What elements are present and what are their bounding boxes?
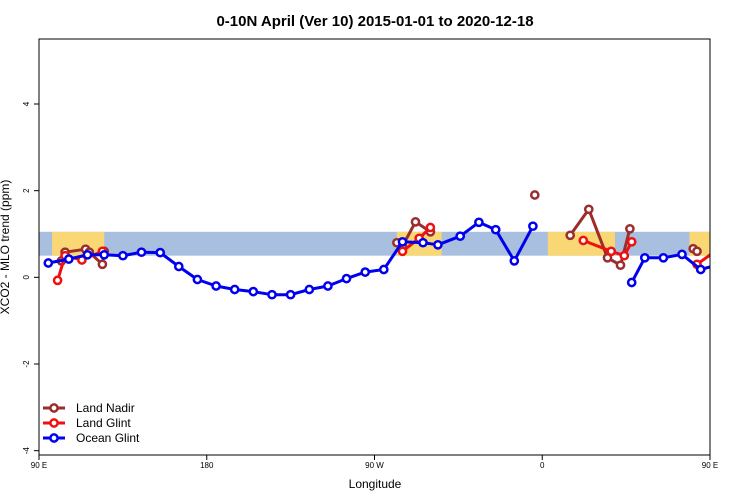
data-point [474,217,484,228]
x-tick-label: 90 E [702,461,718,470]
data-point [433,239,443,250]
x-tick-label: 180 [200,461,214,470]
legend-marker [49,403,59,413]
data-point [734,256,741,263]
data-point [583,204,594,215]
x-axis-label: Longitude [349,477,402,491]
series-ocean-glint [43,217,741,300]
data-point [136,247,147,258]
data-point [248,286,259,297]
data-point [397,236,408,247]
data-point [97,259,108,270]
legend-label: Ocean Glint [76,431,140,445]
y-axis-label: XCO2 - MLO trend (ppm) [0,180,12,315]
chart-title: 0-10N April (Ver 10) 2015-01-01 to 2020-… [216,13,533,30]
data-point [418,237,428,248]
legend-label: Land Nadir [76,401,135,415]
data-point [173,261,184,272]
data-point [490,224,501,235]
data-point [341,273,352,284]
data-point [410,217,421,227]
data-point [725,250,732,257]
data-point [716,261,723,268]
legend-marker [49,418,59,428]
data-point [378,264,389,275]
x-tick-label: 0 [540,461,545,470]
data-point [658,252,669,263]
series-line [729,251,750,264]
data-point [52,275,63,286]
data-point [99,249,110,260]
data-point [619,250,630,261]
data-point [397,246,408,257]
land-segment [52,231,105,256]
x-tick-label: 90 W [365,461,384,470]
data-point [606,246,617,257]
y-tick-label: 4 [22,101,31,106]
data-point [155,247,166,258]
data-point [285,289,296,300]
data-point [192,274,203,285]
data-point [425,222,436,233]
data-point [565,230,576,241]
data-point [625,223,635,234]
legend-marker [49,433,59,443]
data-point [626,236,637,247]
x-tick-label: 90 E [31,461,47,470]
ocean-band [39,231,710,256]
data-point [211,281,221,291]
data-point [360,267,371,277]
legend-item: Land Nadir [43,401,135,415]
legend-item: Land Glint [43,416,131,430]
series-layer [43,190,750,300]
y-tick-label: -2 [22,360,31,368]
data-point [528,221,538,232]
legend-item: Ocean Glint [43,431,140,445]
data-point [229,284,240,295]
data-point [626,277,637,288]
data-point [118,250,128,261]
data-point [455,231,466,242]
y-tick-label: 0 [22,275,31,280]
data-point [695,264,706,275]
data-point [716,245,723,252]
data-point [639,252,650,263]
data-point [82,249,93,260]
data-point [267,289,277,300]
data-point [509,256,520,266]
y-tick-label: -4 [22,447,31,455]
data-point [677,249,687,260]
data-point [43,258,54,268]
data-point [578,235,589,246]
data-point [63,254,74,264]
y-tick-label: 2 [22,188,31,193]
data-point [323,281,333,291]
data-point [692,246,702,257]
data-point [304,284,315,295]
data-point [725,277,732,284]
data-point [615,260,626,271]
legend-label: Land Glint [76,416,131,430]
data-point [734,252,741,259]
data-point [729,248,736,255]
series-line [582,239,634,258]
data-point [529,190,540,200]
